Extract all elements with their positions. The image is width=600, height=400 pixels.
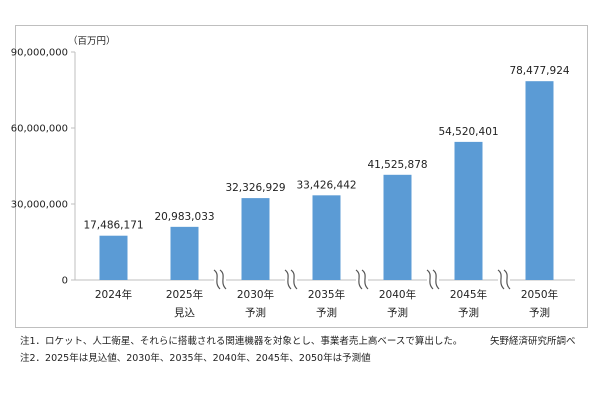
x-category-label: 2024年: [95, 288, 132, 301]
y-tick-label: 0: [62, 276, 68, 287]
bar: [454, 141, 483, 280]
x-category-sublabel: 見込: [174, 307, 195, 319]
axis-break-line: [426, 269, 434, 290]
axis-break-line: [290, 269, 298, 290]
axis-break-line: [432, 269, 440, 290]
bar: [525, 81, 554, 280]
axis-break-line: [361, 269, 369, 290]
axis-break-icon: [355, 269, 369, 290]
x-category-label: 2030年: [237, 288, 274, 301]
footnote-1: 注1．ロケット、人工衛星、それらに搭載される関連機器を対象とし、事業者売上高ベー…: [20, 336, 463, 347]
axis-break-line: [284, 269, 292, 290]
axis-break-icon: [284, 269, 298, 290]
bar: [99, 235, 128, 280]
x-category-sublabel: 予測: [245, 306, 266, 319]
axis-break-icon: [497, 269, 511, 290]
bar-value-label: 41,525,878: [367, 159, 427, 171]
bar: [383, 174, 412, 280]
x-category-label: 2040年: [379, 288, 416, 301]
axis-break-line: [219, 269, 227, 290]
bar: [312, 195, 341, 280]
bar-value-label: 78,477,924: [509, 65, 569, 77]
x-category-label: 2050年: [521, 288, 558, 301]
x-category-sublabel: 予測: [316, 306, 337, 319]
axis-break-line: [503, 269, 511, 290]
y-axis: 0 30,000,000 60,000,000 90,000,000: [11, 48, 575, 287]
axis-break-icon: [426, 269, 440, 290]
y-tick-label: 90,000,000: [11, 48, 68, 59]
source-credit: 矢野経済研究所調べ: [490, 336, 576, 347]
footnote-2: 注2．2025年は見込値、2030年、2035年、2040年、2045年、205…: [20, 353, 371, 364]
y-tick-label: 30,000,000: [11, 200, 68, 211]
y-tick-label: 60,000,000: [11, 124, 68, 135]
bar-value-label: 33,426,442: [296, 179, 356, 191]
x-category-label: 2045年: [450, 288, 487, 301]
bar-value-label: 20,983,033: [154, 211, 214, 223]
y-axis-unit-label: （百万円）: [68, 35, 116, 47]
axis-break-line: [497, 269, 505, 290]
bar-value-label: 32,326,929: [225, 182, 285, 194]
bar: [241, 198, 270, 280]
axis-break-line: [355, 269, 363, 290]
bar: [170, 226, 199, 280]
x-category-sublabel: 予測: [529, 306, 550, 319]
x-category-label: 2025年: [166, 288, 203, 301]
bar-value-label: 54,520,401: [438, 126, 498, 138]
axis-break-icon: [213, 269, 227, 290]
bar-value-label: 17,486,171: [83, 220, 143, 232]
axis-breaks: [213, 269, 511, 290]
x-category-label: 2035年: [308, 288, 345, 301]
x-category-sublabel: 予測: [458, 306, 479, 319]
x-category-sublabel: 予測: [387, 306, 408, 319]
axis-break-line: [213, 269, 221, 290]
